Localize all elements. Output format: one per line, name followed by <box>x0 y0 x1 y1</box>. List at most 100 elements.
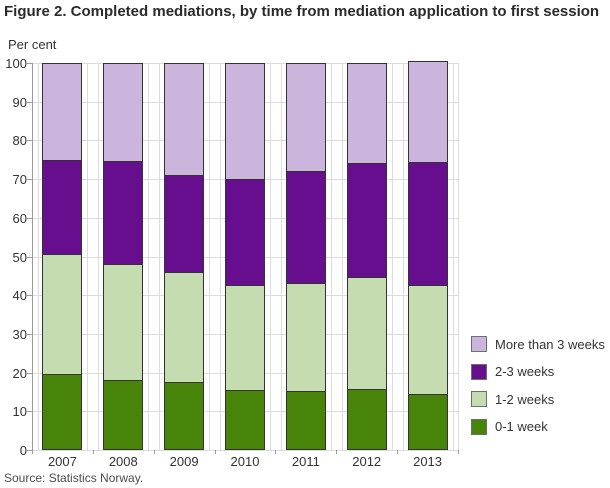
x-gridline <box>402 63 404 450</box>
y-tick-label: 50 <box>12 249 27 265</box>
y-tick <box>27 256 32 258</box>
y-tick <box>27 217 32 219</box>
bar-segment[interactable] <box>104 64 143 162</box>
source-note: Source: Statistics Norway. <box>4 471 144 485</box>
y-tick-label: 100 <box>5 56 27 71</box>
bar-segment[interactable] <box>347 163 386 277</box>
legend-label: 1-2 weeks <box>495 391 555 407</box>
legend-label: 2-3 weeks <box>495 364 555 379</box>
x-tick-label: 2007 <box>47 454 77 469</box>
x-gridline <box>458 63 459 450</box>
y-tick <box>27 179 32 181</box>
bar-2011[interactable] <box>285 63 326 450</box>
x-gridline <box>330 63 332 450</box>
bar-segment[interactable] <box>104 264 143 380</box>
x-gridline <box>452 63 454 450</box>
bar-segment[interactable] <box>43 64 82 160</box>
legend-swatch <box>471 336 487 352</box>
bar-segment[interactable] <box>408 161 447 286</box>
x-gridline <box>341 63 343 450</box>
bar-2009[interactable] <box>164 63 205 450</box>
bar-segment[interactable] <box>104 161 143 265</box>
bar-segment[interactable] <box>165 64 204 175</box>
legend-item[interactable]: More than 3 weeks <box>471 336 605 352</box>
x-tick-label: 2008 <box>108 454 138 469</box>
bar-segment[interactable] <box>347 388 386 449</box>
bar-segment[interactable] <box>43 159 82 255</box>
y-tick <box>27 450 32 451</box>
bar-segment[interactable] <box>226 64 264 180</box>
legend-swatch <box>471 363 487 380</box>
y-tick <box>27 140 32 142</box>
legend: More than 3 weeks 2-3 weeks 1-2 weeks 0-1 w… <box>471 336 605 446</box>
bar-segment[interactable] <box>165 381 204 449</box>
y-tick-label: 0 <box>19 443 27 458</box>
chart-title: Figure 2. Completed mediations, by time … <box>4 3 600 20</box>
bar-segment[interactable] <box>286 282 325 391</box>
y-tick-label: 70 <box>12 172 27 188</box>
bar-2007[interactable] <box>42 63 83 450</box>
y-tick <box>27 411 32 413</box>
bar-segment[interactable] <box>165 272 204 382</box>
legend-swatch <box>471 418 487 435</box>
x-tick-label: 2012 <box>352 454 382 469</box>
bar-segment[interactable] <box>226 390 264 449</box>
x-tick <box>397 450 399 454</box>
bar-segment[interactable] <box>408 62 447 162</box>
y-tick <box>27 372 32 374</box>
bar-segment[interactable] <box>408 393 447 449</box>
x-gridline <box>220 63 222 450</box>
x-tick <box>153 450 155 454</box>
x-tick <box>336 450 338 454</box>
x-tick-label: 2013 <box>413 454 443 469</box>
bar-segment[interactable] <box>286 64 325 171</box>
x-tick <box>32 450 33 454</box>
legend-item[interactable]: 2-3 weeks <box>471 363 605 380</box>
bar-segment[interactable] <box>347 64 386 164</box>
x-gridline <box>87 63 89 450</box>
x-gridline <box>269 63 271 450</box>
x-gridline <box>148 63 150 450</box>
legend-swatch <box>471 391 487 407</box>
x-tick <box>92 450 94 454</box>
y-tick <box>27 295 32 297</box>
y-tick-label: 90 <box>12 94 27 110</box>
x-tick <box>214 450 216 454</box>
y-tick-label: 30 <box>12 326 27 342</box>
x-gridline <box>209 63 211 450</box>
y-tick-label: 40 <box>12 288 27 304</box>
x-tick <box>458 450 459 454</box>
x-gridline <box>159 63 161 450</box>
bar-segment[interactable] <box>286 390 325 449</box>
bar-segment[interactable] <box>165 174 204 273</box>
y-tick <box>27 101 32 103</box>
y-tick-label: 60 <box>12 210 27 226</box>
x-gridline <box>280 63 282 450</box>
bar-2013[interactable] <box>407 61 448 450</box>
x-tick-label: 2009 <box>169 454 199 469</box>
bar-segment[interactable] <box>104 380 143 449</box>
x-gridline <box>391 63 393 450</box>
bar-segment[interactable] <box>347 277 386 389</box>
x-gridline <box>98 63 100 450</box>
bar-segment[interactable] <box>286 170 325 283</box>
legend-item[interactable]: 0-1 week <box>471 418 605 435</box>
bar-2008[interactable] <box>103 63 144 450</box>
y-axis-title: Per cent <box>8 37 57 52</box>
x-gridline <box>37 63 39 450</box>
bar-segment[interactable] <box>226 284 264 391</box>
y-tick-label: 20 <box>12 365 27 381</box>
bar-2012[interactable] <box>346 63 387 450</box>
bar-segment[interactable] <box>43 254 82 374</box>
y-gridline <box>32 450 458 451</box>
bar-segment[interactable] <box>226 179 264 285</box>
y-tick <box>27 333 32 335</box>
bar-segment[interactable] <box>43 373 82 449</box>
legend-item[interactable]: 1-2 weeks <box>471 391 605 407</box>
x-tick-label: 2011 <box>291 454 320 469</box>
bar-segment[interactable] <box>408 285 447 394</box>
y-axis-line <box>32 63 33 451</box>
bar-2010[interactable] <box>225 63 265 450</box>
